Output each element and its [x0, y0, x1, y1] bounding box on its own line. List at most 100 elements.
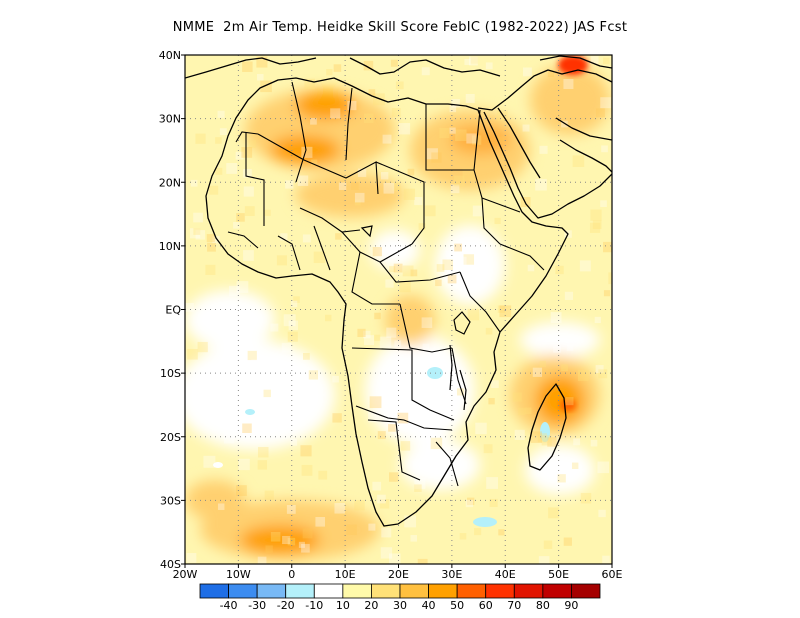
field-cell — [465, 499, 474, 508]
field-cell — [212, 236, 220, 244]
field-cell — [298, 541, 305, 548]
field-cell — [236, 213, 245, 222]
field-cell — [239, 425, 251, 437]
field-cell — [474, 528, 482, 536]
field-cell — [300, 445, 312, 457]
field-cell — [392, 182, 401, 191]
field-cell — [391, 107, 401, 117]
field-cell — [467, 308, 480, 321]
lat-tick-label: 40S — [160, 558, 181, 571]
field-cell — [330, 108, 341, 119]
field-cell — [185, 302, 194, 312]
field-cell — [539, 360, 546, 367]
lon-tick-label: 40E — [495, 568, 516, 581]
field-cell — [390, 59, 398, 67]
colorbar-label: 70 — [507, 599, 521, 612]
field-cell — [600, 97, 612, 109]
field-cell — [236, 281, 249, 293]
field-cell — [374, 312, 381, 320]
lon-tick-label: 30E — [441, 568, 462, 581]
country-borders — [227, 81, 545, 487]
field-cell — [372, 93, 385, 106]
field-cell — [270, 323, 279, 332]
field-cell — [195, 133, 206, 144]
field-cell — [410, 535, 418, 542]
field-cell — [524, 407, 532, 415]
field-cell — [389, 472, 399, 482]
field-cell — [436, 264, 445, 272]
lon-tick-label: 0 — [288, 568, 295, 581]
field-cell — [207, 242, 216, 252]
field-cell — [193, 212, 203, 223]
field-cell — [247, 350, 257, 361]
colorbar-swatch — [228, 583, 258, 599]
field-cell — [226, 163, 238, 174]
field-cell — [363, 60, 374, 71]
field-cell — [489, 498, 498, 508]
colorbar-swatch — [313, 583, 344, 599]
field-cell — [350, 182, 359, 190]
lon-tick-label: 50E — [548, 568, 569, 581]
field-cell — [310, 117, 317, 125]
field-cell — [242, 423, 252, 434]
field-cell — [301, 146, 313, 158]
colorbar: -40 -30 -20 -10 10 20 30 40 50 60 70 80 90 — [199, 583, 601, 612]
skill-shading — [185, 55, 612, 564]
field-cell — [302, 528, 313, 539]
field-cell — [382, 134, 392, 144]
field-cell — [193, 228, 201, 235]
field-cell — [532, 367, 543, 377]
field-cell — [326, 69, 333, 76]
field-cell — [241, 147, 253, 158]
field-cell — [594, 316, 601, 324]
field-cell — [186, 553, 197, 563]
field-cell — [363, 113, 374, 123]
field-cell — [447, 274, 457, 284]
field-cell — [388, 424, 396, 432]
field-cell — [455, 129, 467, 141]
field-cell — [195, 230, 206, 240]
field-cell — [512, 392, 522, 402]
field-cell — [304, 78, 316, 90]
lat-tick-label: 30S — [160, 494, 181, 507]
field-cell — [256, 56, 268, 68]
colorbar-swatch — [399, 583, 429, 599]
field-cell — [563, 537, 572, 546]
field-cell — [464, 58, 471, 66]
field-cell — [385, 279, 394, 288]
field-cell — [442, 259, 454, 271]
longitude-labels: 20W 10W 0 10E 20E 30E 40E 50E 60E — [173, 564, 623, 581]
lat-tick-label: 10N — [159, 240, 181, 253]
field-cell — [597, 461, 610, 474]
colorbar-swatch — [256, 583, 287, 599]
field-cell — [244, 206, 255, 217]
lat-tick-label: EQ — [165, 304, 181, 317]
field-cell — [332, 413, 342, 423]
colorbar-swatch — [456, 583, 487, 599]
field-cell — [287, 331, 298, 342]
colorbar-label: -10 — [305, 599, 323, 612]
field-cell — [589, 222, 601, 233]
field-cell — [407, 168, 415, 176]
field-cell — [454, 243, 463, 252]
field-cell — [270, 532, 281, 542]
field-cell — [422, 343, 430, 351]
lat-tick-label: 10S — [160, 367, 181, 380]
field-cell — [430, 437, 443, 450]
field-cell — [455, 256, 467, 268]
field-cell — [257, 460, 268, 470]
field-cell — [393, 263, 403, 273]
field-cell — [603, 290, 611, 297]
field-cell — [354, 192, 365, 203]
field-cell — [235, 485, 247, 497]
field-cell — [217, 503, 225, 510]
field-cell — [573, 438, 581, 446]
field-cell — [424, 205, 436, 217]
field-cell — [302, 234, 311, 243]
field-cell — [205, 264, 216, 275]
field-cell — [414, 197, 423, 206]
field-cell — [283, 314, 296, 327]
field-cell — [209, 185, 219, 195]
field-cell — [357, 328, 366, 337]
field-cell — [608, 272, 612, 285]
